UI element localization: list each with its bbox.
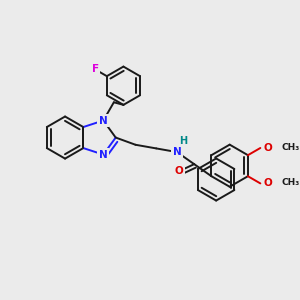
- Text: H: H: [178, 136, 187, 146]
- Text: CH₃: CH₃: [281, 178, 300, 187]
- Text: N: N: [172, 147, 181, 157]
- Text: N: N: [99, 150, 108, 160]
- Text: F: F: [92, 64, 99, 74]
- Text: O: O: [264, 178, 272, 188]
- Text: N: N: [99, 116, 108, 125]
- Text: O: O: [174, 167, 183, 176]
- Text: O: O: [264, 143, 272, 153]
- Text: CH₃: CH₃: [281, 142, 300, 152]
